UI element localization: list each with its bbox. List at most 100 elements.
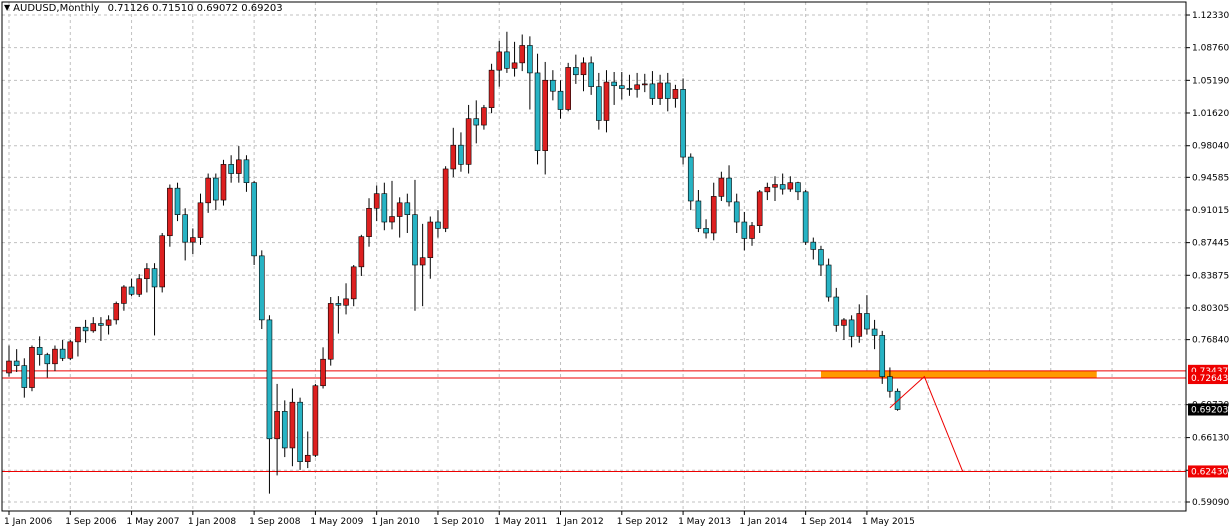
bull-candle-body (312, 385, 319, 456)
level-price-tag: 0.72643 (1188, 372, 1228, 385)
bear-candle-body (818, 249, 824, 266)
price-label: 0.87445 (1192, 239, 1229, 249)
bull-candle-body (289, 401, 296, 449)
candle (756, 189, 763, 233)
time-label: 1 May 2009 (310, 517, 363, 527)
bull-candle-body (542, 79, 549, 151)
bull-candle-body (841, 319, 847, 326)
time-label: 1 Sep 2008 (249, 517, 301, 527)
bear-candle-body (802, 191, 809, 243)
bear-candle-body (21, 365, 28, 388)
bear-candle-body (404, 202, 411, 215)
candle (396, 197, 403, 238)
bear-candle-body (381, 193, 388, 223)
bear-candle-body (435, 221, 441, 229)
bear-candle-body (335, 303, 342, 306)
bear-candle-body (825, 264, 832, 298)
bull-candle-body (136, 278, 143, 295)
price-label: 0.94585 (1192, 173, 1229, 183)
time-label: 1 May 2007 (127, 517, 180, 527)
bear-candle-body (680, 89, 686, 158)
bear-candle-body (733, 201, 740, 223)
price-label: 0.76840 (1192, 336, 1229, 346)
candle (197, 193, 204, 245)
candle (121, 285, 127, 311)
bull-candle-body (580, 62, 587, 76)
candle (381, 182, 388, 231)
symbol-label: AUDUSD,Monthly (13, 3, 100, 14)
candle (657, 74, 663, 105)
candle (82, 319, 89, 343)
candle (236, 146, 242, 183)
bull-candle-body (320, 358, 326, 387)
bull-candle-body (167, 187, 173, 237)
candle (243, 155, 250, 192)
price-label: 0.59090 (1192, 498, 1229, 508)
candle (251, 180, 257, 266)
candle (649, 71, 656, 105)
candle (205, 173, 211, 213)
dropdown-triangle-icon[interactable]: ▼ (4, 3, 11, 12)
bull-candle-body (496, 51, 503, 71)
price-axis[interactable]: 1.12330 1.08760 1.05190 1.01620 0.98040 0.945… (1186, 11, 1229, 508)
time-label: 1 Jan 2014 (739, 517, 787, 527)
candle (841, 318, 847, 341)
candle (21, 358, 28, 398)
bull-candle-body (205, 177, 211, 204)
bear-candle-body (833, 296, 840, 326)
candle (825, 258, 832, 302)
bear-candle-body (795, 182, 801, 193)
time-axis[interactable]: 1 Jan 2006 1 Sep 2006 1 May 2007 1 Jan 2008… (4, 511, 915, 527)
candle (52, 345, 58, 372)
candle (450, 127, 457, 178)
ohlc-readout: 0.71126 0.71510 0.69072 0.69203 (107, 3, 283, 14)
candle (458, 132, 464, 172)
price-label: 1.01620 (1192, 109, 1229, 119)
bull-candle-body (304, 454, 311, 462)
bull-candle-body (465, 118, 472, 165)
bear-candle-body (550, 79, 556, 92)
bull-candle-body (373, 193, 380, 209)
candle (710, 182, 717, 241)
bear-candle-body (618, 85, 625, 89)
candle (718, 171, 725, 201)
bull-candle-body (75, 326, 81, 343)
candle (496, 40, 503, 87)
projection-line (889, 375, 964, 472)
candle (281, 400, 288, 458)
candle (864, 295, 870, 335)
candle (159, 232, 165, 293)
candle (818, 245, 824, 276)
candle (733, 193, 740, 233)
bear-candle-body (266, 319, 273, 440)
bear-candle-body (128, 286, 135, 295)
bull-candle-body (190, 237, 196, 243)
bull-candle-body (488, 69, 495, 108)
candle (573, 54, 579, 84)
bull-candle-body (634, 84, 640, 90)
bear-candle-body (98, 323, 104, 326)
candle (741, 211, 748, 251)
time-label: 1 May 2015 (862, 517, 915, 527)
bull-candle-body (144, 268, 150, 280)
bear-candle-body (527, 45, 533, 74)
bull-candle-body (343, 298, 349, 306)
current-price-tag: 0.69203 (1188, 403, 1228, 416)
bear-candle-body (695, 200, 702, 229)
candle (59, 340, 66, 362)
candle (519, 34, 526, 72)
bear-candle-body (44, 354, 51, 365)
bear-candle-body (687, 156, 694, 202)
level-price-tag-text: 0.73437 (1191, 367, 1228, 377)
candle (136, 274, 143, 298)
bear-candle-body (626, 88, 633, 90)
resistance-zone-layer (820, 370, 1097, 379)
candle (672, 84, 679, 108)
candle (550, 70, 556, 101)
bull-candle-body (756, 191, 763, 226)
bear-candle-body (779, 184, 786, 190)
bull-candle-body (67, 341, 74, 359)
